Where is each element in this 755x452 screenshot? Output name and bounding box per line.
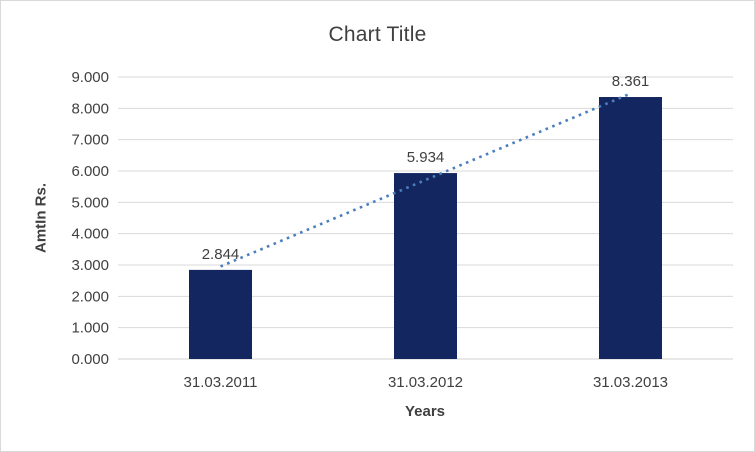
y-tick-label-0.000: 0.000 [71,351,109,368]
chart-title: Chart Title [328,23,427,46]
y-tick-label-3.000: 3.000 [71,257,109,274]
x-category-label-31.03.2011: 31.03.2011 [184,374,258,391]
bar-31.03.2012[interactable] [394,173,457,359]
y-tick-label-1.000: 1.000 [71,320,109,337]
y-tick-label-8.000: 8.000 [71,100,109,117]
y-tick-label-5.000: 5.000 [71,194,109,211]
y-tick-label-4.000: 4.000 [71,226,109,243]
y-tick-label-2.000: 2.000 [71,288,109,305]
x-axis-title: Years [404,403,446,420]
data-label-31.03.2013: 8.361 [612,73,650,90]
y-tick-label-7.000: 7.000 [71,132,109,149]
data-label-31.03.2012: 5.934 [407,149,445,166]
y-tick-label-6.000: 6.000 [71,163,109,180]
trendline[interactable] [219,92,632,268]
y-tick-label-9.000: 9.000 [71,69,109,86]
bar-31.03.2013[interactable] [599,97,662,359]
data-label-31.03.2011: 2.844 [202,246,240,263]
x-category-label-31.03.2013: 31.03.2013 [593,374,668,391]
bar-31.03.2011[interactable] [189,269,252,359]
x-category-label-31.03.2012: 31.03.2012 [388,374,463,391]
